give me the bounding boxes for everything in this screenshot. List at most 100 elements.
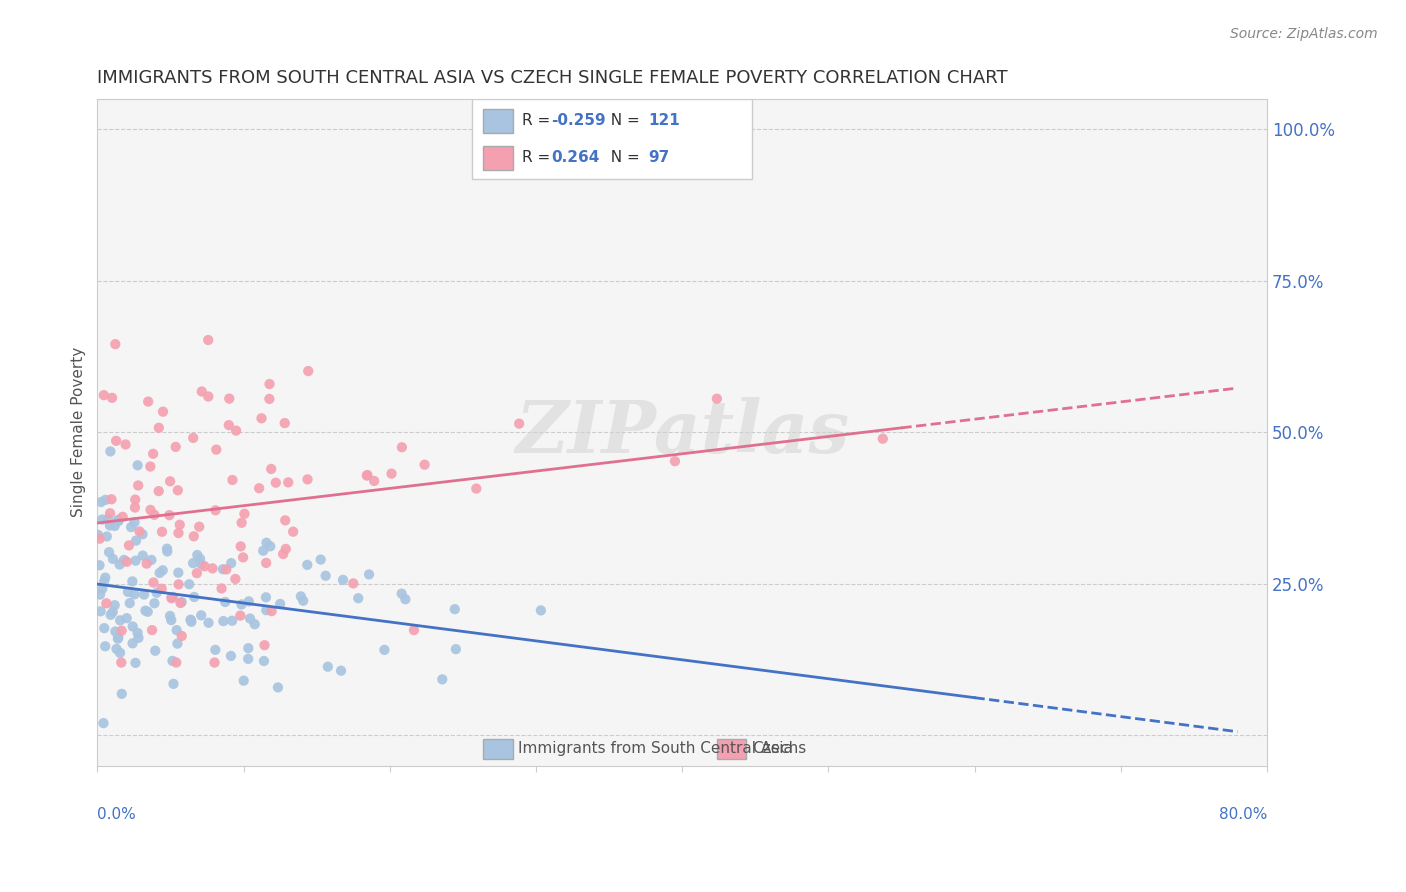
- Point: [134, 604, 156, 618]
- Text: 80.0%: 80.0%: [1219, 807, 1267, 822]
- Point: [98, 518, 121, 533]
- Point: [232, 673, 254, 688]
- Point: [347, 591, 370, 606]
- Point: [186, 566, 208, 581]
- Point: [170, 629, 193, 643]
- Point: [104, 599, 127, 613]
- Point: [148, 421, 170, 435]
- Text: Source: ZipAtlas.com: Source: ZipAtlas.com: [1230, 27, 1378, 41]
- Text: Czechs: Czechs: [752, 741, 807, 756]
- Point: [238, 594, 260, 608]
- Point: [212, 614, 235, 628]
- Point: [253, 638, 276, 652]
- Point: [124, 656, 146, 670]
- Point: [143, 596, 166, 610]
- Point: [183, 590, 205, 604]
- Point: [94, 640, 117, 654]
- Point: [97, 512, 120, 526]
- FancyBboxPatch shape: [471, 99, 752, 179]
- Point: [98, 545, 121, 559]
- Text: Immigrants from South Central Asia: Immigrants from South Central Asia: [519, 741, 793, 756]
- Point: [127, 631, 149, 645]
- Point: [120, 520, 142, 534]
- Bar: [484, 109, 513, 133]
- Point: [94, 571, 117, 585]
- Point: [259, 392, 281, 406]
- Point: [330, 664, 353, 678]
- Point: [142, 447, 165, 461]
- Point: [201, 561, 224, 575]
- Point: [218, 392, 240, 406]
- Point: [136, 394, 159, 409]
- Point: [162, 677, 184, 691]
- Point: [124, 500, 146, 515]
- Point: [465, 482, 488, 496]
- Point: [402, 623, 425, 637]
- Point: [121, 636, 143, 650]
- Point: [231, 516, 253, 530]
- Point: [100, 607, 122, 622]
- Point: [309, 552, 332, 566]
- Point: [239, 611, 262, 625]
- Point: [127, 458, 149, 473]
- Point: [190, 608, 212, 623]
- Point: [391, 440, 413, 454]
- Point: [297, 558, 319, 572]
- Point: [115, 611, 138, 625]
- Point: [180, 613, 202, 627]
- Point: [160, 591, 183, 606]
- Point: [93, 716, 115, 731]
- Point: [283, 524, 305, 539]
- Point: [290, 590, 312, 604]
- Point: [508, 417, 530, 431]
- Point: [169, 596, 191, 610]
- Point: [121, 619, 143, 633]
- Text: N =: N =: [602, 113, 645, 128]
- Point: [131, 527, 153, 541]
- Point: [108, 613, 131, 627]
- Point: [271, 547, 294, 561]
- Point: [444, 642, 467, 657]
- Point: [167, 566, 190, 580]
- Point: [127, 626, 149, 640]
- Point: [432, 673, 454, 687]
- Point: [221, 473, 243, 487]
- Point: [238, 652, 260, 666]
- Point: [357, 567, 380, 582]
- Point: [89, 588, 111, 602]
- Point: [197, 389, 219, 403]
- Point: [243, 617, 266, 632]
- Point: [204, 503, 226, 517]
- Point: [231, 598, 253, 612]
- Point: [166, 623, 188, 637]
- Point: [160, 613, 183, 627]
- Point: [104, 519, 127, 533]
- Point: [197, 615, 219, 630]
- Point: [128, 524, 150, 539]
- Text: ZIPatlas: ZIPatlas: [515, 397, 849, 468]
- Point: [394, 592, 416, 607]
- Point: [342, 576, 364, 591]
- Point: [93, 388, 115, 402]
- Point: [197, 333, 219, 347]
- Point: [219, 556, 242, 570]
- Point: [259, 377, 281, 392]
- Point: [107, 513, 129, 527]
- Point: [229, 540, 252, 554]
- Point: [232, 550, 254, 565]
- Point: [253, 654, 276, 668]
- Point: [143, 508, 166, 522]
- Point: [111, 687, 134, 701]
- Point: [332, 573, 354, 587]
- Point: [211, 582, 233, 596]
- Point: [224, 572, 246, 586]
- Point: [269, 597, 291, 611]
- Point: [124, 515, 146, 529]
- Y-axis label: Single Female Poverty: Single Female Poverty: [72, 347, 86, 517]
- Point: [872, 432, 894, 446]
- Point: [274, 416, 297, 430]
- Point: [391, 586, 413, 600]
- Text: IMMIGRANTS FROM SOUTH CENTRAL ASIA VS CZECH SINGLE FEMALE POVERTY CORRELATION CH: IMMIGRANTS FROM SOUTH CENTRAL ASIA VS CZ…: [97, 69, 1008, 87]
- Point: [373, 643, 395, 657]
- Point: [188, 552, 211, 566]
